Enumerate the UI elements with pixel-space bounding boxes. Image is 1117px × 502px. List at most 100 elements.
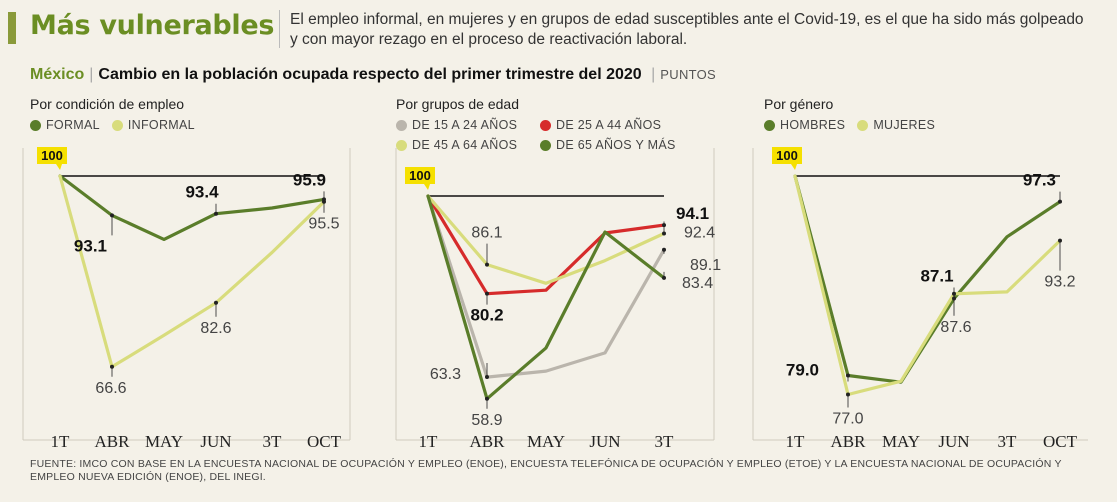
baseline-badge-box: [405, 167, 435, 184]
legend-age: DE 15 A 24 AÑOS DE 25 A 44 AÑOS DE 45 A …: [396, 115, 676, 155]
data-label: 95.5: [308, 216, 339, 233]
swatch-65-plus: [540, 139, 551, 151]
data-point-marker: [322, 199, 326, 204]
x-tick-label: JUN: [200, 432, 231, 451]
x-tick-label: 3T: [998, 432, 1018, 451]
swatch-hombres: [764, 119, 775, 131]
data-point-marker: [1058, 238, 1062, 243]
data-label: 87.1: [920, 267, 953, 286]
legend-label-25-44: DE 25 A 44 AÑOS: [556, 118, 662, 132]
legend-label-65-plus: DE 65 AÑOS Y MÁS: [556, 138, 676, 152]
x-tick-label: MAY: [145, 432, 183, 451]
subtitle-main: Cambio en la población ocupada respecto …: [98, 66, 642, 83]
data-point-marker: [662, 275, 666, 280]
swatch-45-64: [396, 139, 407, 151]
x-tick-label: ABR: [95, 432, 131, 451]
data-point-marker: [1058, 199, 1062, 204]
series-line-de-25-a-44-a-os: [426, 194, 666, 296]
data-label: 97.3: [1023, 171, 1056, 190]
legend-item-25-44: DE 25 A 44 AÑOS: [540, 118, 661, 132]
data-point-marker: [214, 300, 218, 305]
data-point-marker: [485, 396, 489, 401]
x-tick-label: OCT: [307, 432, 342, 451]
data-point-marker: [485, 375, 489, 380]
data-label: 63.3: [430, 366, 461, 383]
data-point-marker: [214, 211, 218, 216]
data-label: 79.0: [786, 361, 819, 380]
data-point-marker: [952, 291, 956, 296]
data-point-marker: [846, 392, 850, 397]
data-point-marker: [662, 231, 666, 236]
data-label: 86.1: [471, 225, 502, 242]
data-label: 95.9: [293, 170, 326, 189]
series-line-informal: [58, 174, 326, 369]
baseline-badge-label: 100: [776, 148, 798, 163]
data-label: 58.9: [471, 412, 502, 429]
panel-title-age: Por grupos de edad: [396, 96, 519, 112]
series-line-formal: [58, 174, 326, 241]
header: Más vulnerables El empleo informal, en m…: [8, 8, 1108, 48]
swatch-informal: [111, 119, 123, 131]
data-label: 89.1: [690, 257, 721, 274]
data-label: 66.6: [95, 380, 126, 397]
subtitle-divider-2: |: [651, 66, 656, 83]
swatch-mujeres: [857, 119, 869, 131]
data-label: 83.4: [682, 275, 713, 292]
series-line-mujeres: [793, 174, 1062, 397]
x-tick-label: OCT: [1043, 432, 1078, 451]
panel-title-employment: Por condición de empleo: [30, 96, 185, 112]
chart-panel-0: 93.1 93.4 95.9 66.6 82.6 95.5 100 1T ABR MAY JUN 3T…: [22, 147, 351, 451]
legend-label-15-24: DE 15 A 24 AÑOS: [412, 118, 518, 132]
x-tick-label: JUN: [589, 432, 620, 451]
series-line-de-45-a-64-a-os: [426, 194, 666, 285]
data-point-marker: [485, 291, 489, 296]
legend-label-formal: FORMAL: [46, 118, 100, 132]
data-label: 93.4: [185, 183, 219, 202]
data-label: 92.4: [684, 224, 715, 241]
subtitle-divider: |: [89, 66, 94, 83]
series-line-de-15-a-24-a-os: [426, 194, 666, 379]
header-divider: [279, 10, 280, 48]
legend-item-65-plus: DE 65 AÑOS Y MÁS: [540, 138, 676, 152]
source-note: FUENTE: IMCO CON BASE EN LA ENCUESTA NAC…: [30, 458, 1062, 483]
swatch-25-44: [540, 119, 551, 131]
panel-title-gender: Por género: [764, 96, 834, 112]
x-tick-label: JUN: [938, 432, 969, 451]
subtitle-unit: PUNTOS: [660, 67, 717, 82]
header-description: El empleo informal, en mujeres y en grup…: [290, 11, 1084, 48]
legend-item-hombres: HOMBRES: [764, 118, 845, 132]
data-label: 82.6: [200, 320, 231, 337]
data-point-marker: [485, 262, 489, 267]
x-tick-label: 1T: [51, 432, 71, 451]
x-tick-label: ABR: [470, 432, 506, 451]
baseline-badge-pointer: [791, 164, 797, 170]
swatch-formal: [30, 119, 41, 131]
x-tick-label: MAY: [882, 432, 920, 451]
data-point-marker: [110, 364, 114, 369]
x-tick-label: 1T: [419, 432, 439, 451]
data-label: 93.1: [74, 236, 107, 255]
x-tick-label: 3T: [655, 432, 675, 451]
data-point-marker: [662, 247, 666, 252]
x-tick-label: MAY: [527, 432, 565, 451]
chart-subtitle: México | Cambio en la población ocupada re…: [30, 66, 716, 84]
legend-label-mujeres: MUJERES: [873, 118, 936, 132]
data-label: 87.6: [940, 319, 971, 336]
baseline-badge-label: 100: [409, 168, 431, 183]
baseline-badge-box: [37, 147, 67, 164]
legend-gender: HOMBRES MUJERES: [764, 115, 935, 135]
swatch-15-24: [396, 119, 407, 131]
data-point-marker: [846, 373, 850, 378]
data-label: 77.0: [832, 411, 863, 428]
chart-panel-1: 63.3 89.1 80.2 94.1 86.1 92.4 58.9 83.4 100 1T ABR…: [395, 148, 721, 451]
baseline-badge-label: 100: [41, 148, 63, 163]
legend-item-45-64: DE 45 A 64 AÑOS: [396, 138, 528, 152]
baseline-badge-box: [772, 147, 802, 164]
x-tick-label: 1T: [786, 432, 806, 451]
chart-panel-2: 79.0 87.1 97.3 77.0 87.6 93.2 100 1T ABR MAY JUN 3T…: [752, 147, 1088, 451]
series-line-de-65-a-os-y-m-s: [426, 194, 666, 401]
legend-item-15-24: DE 15 A 24 AÑOS: [396, 118, 528, 132]
legend-label-informal: INFORMAL: [127, 118, 195, 132]
data-label: 93.2: [1044, 274, 1075, 291]
